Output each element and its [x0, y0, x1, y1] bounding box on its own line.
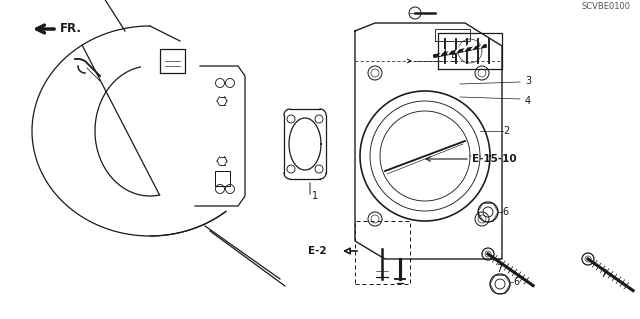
- Text: 3: 3: [525, 76, 531, 86]
- Text: SCVBE0100: SCVBE0100: [581, 2, 630, 11]
- Text: 6: 6: [513, 277, 519, 287]
- Text: 7: 7: [496, 264, 502, 274]
- Text: E-15-10: E-15-10: [472, 154, 516, 164]
- Text: E-2: E-2: [308, 246, 327, 256]
- Text: FR.: FR.: [60, 23, 82, 35]
- Text: 6: 6: [502, 207, 508, 217]
- Text: 4: 4: [525, 96, 531, 106]
- Text: 5: 5: [450, 54, 456, 64]
- Text: 1: 1: [312, 191, 318, 201]
- Text: 2: 2: [503, 126, 509, 136]
- Text: 7: 7: [600, 269, 606, 279]
